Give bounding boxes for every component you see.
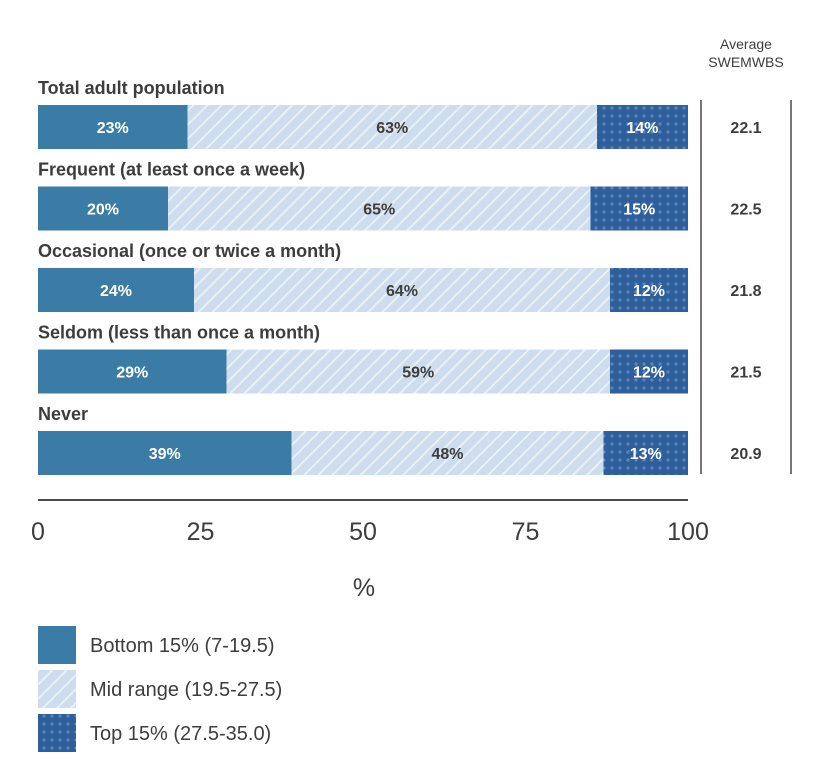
data-label: 12% xyxy=(633,283,665,300)
bar-segment xyxy=(590,186,688,231)
bar-segment xyxy=(38,268,194,312)
x-tick-label: 100 xyxy=(667,518,709,546)
average-column: Average SWEMWBS 22.1 22.5 21.8 21.5 20.9 xyxy=(700,36,792,474)
data-label: 29% xyxy=(116,365,148,382)
bar-segment xyxy=(38,105,188,149)
data-label: 63% xyxy=(376,120,408,137)
x-tick-label: 75 xyxy=(512,518,540,546)
bars-layer: Total adult population 23% 63% 14% Frequent … xyxy=(38,78,688,475)
data-label: 65% xyxy=(363,202,395,219)
data-label: 20% xyxy=(87,202,119,219)
x-axis: 0 25 50 75 100% xyxy=(31,499,709,602)
legend-swatch xyxy=(38,626,76,664)
x-tick-label: 50 xyxy=(349,518,377,546)
legend: Bottom 15% (7-19.5) Mid range (19.5-27.5)… xyxy=(38,626,282,752)
data-label: 15% xyxy=(623,202,655,219)
bar-segment xyxy=(610,268,688,312)
data-label: 64% xyxy=(386,283,418,300)
bar-segment xyxy=(603,431,688,475)
average-value: 22.1 xyxy=(730,120,761,137)
x-tick-label: 0 xyxy=(31,518,45,546)
legend-label: Mid range (19.5-27.5) xyxy=(90,679,282,701)
bar-segment xyxy=(610,349,688,394)
bar-segment xyxy=(597,105,688,149)
bar-segment xyxy=(38,349,227,394)
category-label: Never xyxy=(38,404,88,424)
average-header: Average xyxy=(720,36,772,52)
x-axis-title: % xyxy=(353,574,375,602)
data-label: 14% xyxy=(626,120,658,137)
bar-segment xyxy=(226,349,610,394)
legend-swatch xyxy=(38,714,76,752)
x-tick-label: 25 xyxy=(187,518,215,546)
category-label: Frequent (at least once a week) xyxy=(38,160,305,180)
data-label: 23% xyxy=(97,120,129,137)
average-header: SWEMWBS xyxy=(708,54,783,70)
average-value: 20.9 xyxy=(730,446,761,463)
average-value: 21.8 xyxy=(730,283,761,300)
data-label: 13% xyxy=(630,446,662,463)
category-label: Seldom (less than once a month) xyxy=(38,323,320,343)
bar-segment xyxy=(38,431,292,475)
category-label: Occasional (once or twice a month) xyxy=(38,241,341,261)
category-label: Total adult population xyxy=(38,78,225,98)
legend-label: Bottom 15% (7-19.5) xyxy=(90,635,275,657)
average-value: 21.5 xyxy=(730,365,761,382)
data-label: 39% xyxy=(149,446,181,463)
bar-segment xyxy=(187,105,597,149)
data-label: 48% xyxy=(431,446,463,463)
data-label: 59% xyxy=(402,365,434,382)
bar-segment xyxy=(194,268,610,312)
average-value: 22.5 xyxy=(730,202,761,219)
legend-label: Top 15% (27.5-35.0) xyxy=(90,723,271,745)
bar-segment xyxy=(291,431,604,475)
bar-segment xyxy=(38,186,168,231)
legend-swatch xyxy=(38,670,76,708)
bar-segment xyxy=(168,186,591,231)
data-label: 12% xyxy=(633,365,665,382)
data-label: 24% xyxy=(100,283,132,300)
